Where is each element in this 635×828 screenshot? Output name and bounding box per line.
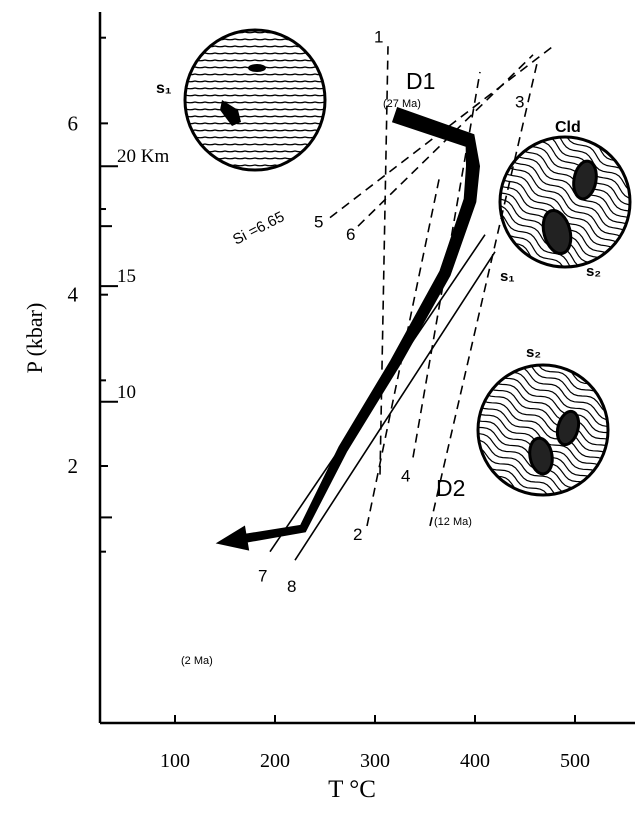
y-tick-label: 4 bbox=[68, 283, 79, 307]
depth-tick-label: 10 bbox=[117, 382, 136, 403]
crenulation-line bbox=[493, 373, 608, 438]
crenulation-line bbox=[490, 379, 608, 444]
end-age-label: (2 Ma) bbox=[181, 655, 213, 667]
reaction-line-8 bbox=[294, 251, 496, 561]
foliation-line bbox=[185, 136, 325, 139]
foliation-line bbox=[185, 129, 325, 132]
foliation-line bbox=[185, 87, 325, 90]
foliation-line bbox=[185, 157, 325, 160]
x-axis-label: T °C bbox=[328, 776, 376, 803]
s1-top-label: s₁ bbox=[156, 80, 172, 97]
s2-mid-label: s₂ bbox=[586, 263, 601, 280]
crenulation-line bbox=[480, 398, 606, 462]
x-tick-label: 300 bbox=[360, 750, 390, 772]
foliation-line bbox=[185, 115, 325, 118]
crenulation-line bbox=[501, 169, 621, 246]
depth-tick-label: 20 Km bbox=[117, 146, 169, 167]
crenulation-line bbox=[478, 404, 603, 469]
crenulation-line bbox=[478, 453, 576, 495]
reaction-number-8: 8 bbox=[287, 577, 296, 596]
crenulation-line bbox=[496, 367, 608, 432]
crenulation-line bbox=[510, 365, 608, 407]
s2-crenulation-inset bbox=[476, 363, 610, 497]
crenulation-line bbox=[505, 163, 625, 241]
crenulation-line bbox=[483, 391, 608, 456]
reaction-line-1 bbox=[379, 46, 389, 475]
crenulation-line bbox=[500, 210, 593, 267]
si-label: Si =6.65 bbox=[230, 208, 287, 248]
foliation-line bbox=[185, 94, 325, 97]
crenulation-line bbox=[509, 158, 629, 235]
foliation-line bbox=[185, 73, 325, 76]
crenulation-line bbox=[478, 428, 590, 493]
reaction-number-6: 6 bbox=[346, 225, 355, 244]
depth-tick-label: 15 bbox=[117, 266, 136, 287]
axis-ticks: 100 200 300 400 500 2 4 6 bbox=[68, 36, 590, 772]
foliation-line bbox=[185, 80, 325, 83]
crenulation-line bbox=[478, 447, 580, 495]
y-tick-label: 2 bbox=[68, 454, 79, 478]
reaction-line-6 bbox=[357, 54, 534, 227]
s1-fabric-inset bbox=[183, 28, 327, 172]
x-tick-label: 200 bbox=[260, 750, 290, 772]
x-tick-label: 500 bbox=[560, 750, 590, 772]
d2-label: D2 bbox=[436, 475, 465, 501]
s1-mid-label: s₁ bbox=[500, 268, 515, 285]
crenulation-line bbox=[500, 215, 589, 267]
depth-scale: 20 Km 15 10 bbox=[100, 146, 169, 519]
y-axis-label: P (kbar) bbox=[22, 303, 47, 374]
foliation-line bbox=[185, 31, 325, 34]
foliation-line bbox=[185, 164, 325, 167]
foliation-line bbox=[185, 122, 325, 125]
crenulation-line bbox=[513, 152, 630, 229]
x-tick-label: 400 bbox=[460, 750, 490, 772]
foliation-line bbox=[185, 59, 325, 62]
ptt-path-arrow bbox=[215, 107, 481, 551]
cld-crenulation-inset bbox=[498, 135, 632, 269]
s2-low-label: s₂ bbox=[526, 344, 541, 361]
d1-age-label: (27 Ma) bbox=[383, 98, 421, 110]
crenulation-line bbox=[486, 385, 608, 450]
d2-age-label: (12 Ma) bbox=[434, 516, 472, 528]
reaction-line-3 bbox=[429, 63, 538, 527]
reaction-number-1: 1 bbox=[374, 27, 383, 46]
crenulation-line bbox=[541, 137, 630, 189]
foliation-line bbox=[185, 38, 325, 41]
reaction-number-7: 7 bbox=[258, 567, 267, 586]
reaction-number-4: 4 bbox=[401, 466, 410, 485]
reaction-number-5: 5 bbox=[314, 213, 323, 232]
foliation-line bbox=[185, 108, 325, 111]
reaction-number-3: 3 bbox=[515, 92, 524, 111]
crenulation-line bbox=[537, 137, 630, 194]
cld-label: Cld bbox=[555, 119, 581, 136]
foliation-line bbox=[185, 45, 325, 48]
x-tick-label: 100 bbox=[160, 750, 190, 772]
reaction-number-2: 2 bbox=[353, 525, 362, 544]
y-tick-label: 6 bbox=[68, 111, 79, 135]
crenulation-line bbox=[506, 365, 608, 413]
d1-label: D1 bbox=[406, 68, 435, 94]
foliation-line bbox=[185, 101, 325, 104]
